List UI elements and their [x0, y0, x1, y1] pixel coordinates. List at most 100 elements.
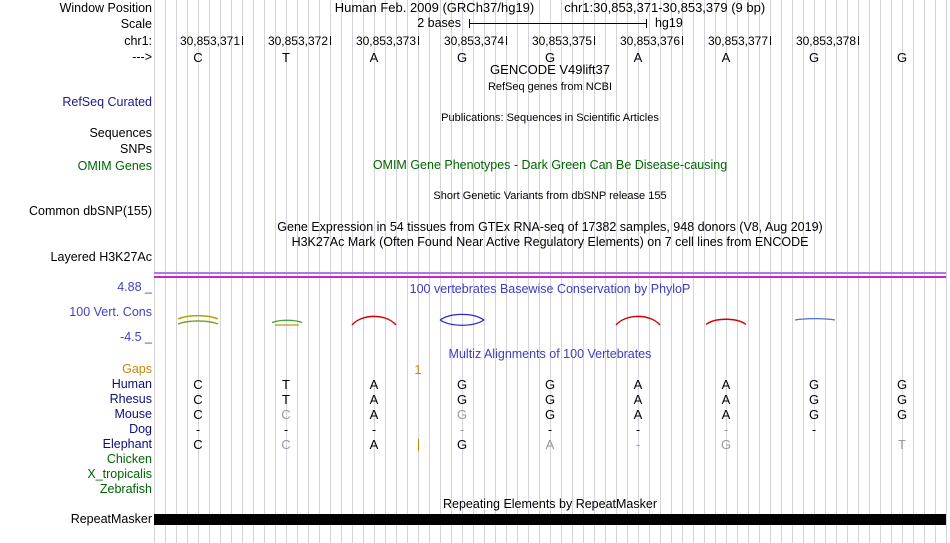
track-title-repeatmasker[interactable]: Repeating Elements by RepeatMasker: [442, 497, 657, 511]
phylop-wiggle-1a: [177, 314, 219, 320]
reference-base: G: [456, 50, 468, 65]
scale-bar: [468, 19, 647, 28]
aligned-base: C: [281, 437, 291, 452]
window-position-header: Human Feb. 2009 (GRCh37/hg19) chr1:30,85…: [154, 1, 946, 14]
track-label-refseq_curated[interactable]: RefSeq Curated: [62, 95, 152, 109]
coordinate-tick: [858, 36, 859, 45]
aligned-base: G: [896, 407, 908, 422]
aligned-base: -: [195, 422, 201, 437]
track-label-dog[interactable]: Dog: [129, 422, 152, 436]
aligned-base: A: [633, 377, 643, 392]
track-label-cons_max[interactable]: 4.88 _: [117, 280, 152, 294]
phylop-wiggle-3: [351, 315, 397, 326]
phylop-wiggle-6: [705, 318, 747, 326]
aligned-base: T: [282, 377, 290, 392]
aligned-base: -: [371, 422, 377, 437]
aligned-base: -: [723, 422, 729, 437]
aligned-base: A: [633, 392, 643, 407]
track-label-x_tropicalis[interactable]: X_tropicalis: [87, 467, 152, 481]
reference-base: A: [633, 50, 643, 65]
track-label-cons_min[interactable]: -4.5 _: [120, 330, 152, 344]
aligned-base: G: [544, 377, 556, 392]
reference-base: G: [808, 50, 820, 65]
track-title-h3k27ac[interactable]: H3K27Ac Mark (Often Found Near Active Re…: [291, 235, 809, 249]
track-title-phylop[interactable]: 100 vertebrates Basewise Conservation by…: [409, 282, 691, 296]
track-title-omim[interactable]: OMIM Gene Phenotypes - Dark Green Can Be…: [372, 158, 728, 172]
track-label-snps[interactable]: SNPs: [120, 142, 152, 156]
track-title-multiz[interactable]: Multiz Alignments of 100 Vertebrates: [448, 347, 652, 361]
coordinate-tick: [418, 36, 419, 45]
aligned-base: A: [369, 437, 379, 452]
aligned-base: A: [721, 407, 731, 422]
aligned-base: T: [282, 392, 290, 407]
track-subtitle-refseq[interactable]: RefSeq genes from NCBI: [487, 81, 613, 93]
aligned-base: A: [369, 407, 379, 422]
aligned-base: A: [633, 407, 643, 422]
track-label-cons_label[interactable]: 100 Vert. Cons: [69, 305, 152, 319]
aligned-base: C: [193, 407, 203, 422]
reference-base: A: [369, 50, 379, 65]
reference-base: G: [896, 50, 908, 65]
aligned-base: G: [896, 377, 908, 392]
aligned-base: C: [193, 437, 203, 452]
coordinate-label[interactable]: 30,853,373: [355, 34, 416, 48]
coordinate-label[interactable]: 30,853,374: [443, 34, 504, 48]
aligned-base: G: [456, 377, 468, 392]
aligned-base: G: [808, 392, 820, 407]
coordinate-tick: [330, 36, 331, 45]
coordinate-tick: [682, 36, 683, 45]
aligned-base: A: [369, 377, 379, 392]
aligned-base: -: [547, 422, 553, 437]
track-label-elephant[interactable]: Elephant: [102, 437, 152, 451]
track-label-window_position[interactable]: Window Position: [59, 1, 152, 15]
aligned-base: A: [721, 392, 731, 407]
repeatmasker-track-bar[interactable]: [154, 514, 946, 525]
track-label-rhesus[interactable]: Rhesus: [109, 392, 152, 406]
track-label-strand[interactable]: --->: [132, 50, 152, 64]
aligned-base: A: [369, 392, 379, 407]
aligned-base: C: [193, 377, 203, 392]
aligned-base: -: [283, 422, 289, 437]
h3k27ac-signal-violet[interactable]: [154, 272, 946, 274]
phylop-conservation-track[interactable]: [154, 304, 946, 340]
coordinate-label[interactable]: 30,853,376: [619, 34, 680, 48]
aligned-base: -: [635, 422, 641, 437]
track-label-scale[interactable]: Scale: [120, 17, 152, 31]
coordinate-label[interactable]: 30,853,371: [179, 34, 240, 48]
reference-base: G: [544, 50, 556, 65]
coordinate-label[interactable]: 30,853,372: [267, 34, 328, 48]
aligned-base: G: [456, 392, 468, 407]
aligned-base: -: [459, 422, 465, 437]
insertion-marker: [418, 439, 419, 451]
track-label-repeatmasker[interactable]: RepeatMasker: [70, 512, 152, 526]
track-title-dbsnp[interactable]: Short Genetic Variants from dbSNP releas…: [433, 190, 667, 202]
track-title-publications[interactable]: Publications: Sequences in Scientific Ar…: [441, 112, 659, 124]
track-label-zebrafish[interactable]: Zebrafish: [99, 482, 152, 496]
base-position-gridlines: [154, 0, 947, 543]
h3k27ac-signal-magenta[interactable]: [154, 276, 946, 278]
phylop-wiggle-4b: [439, 319, 485, 326]
track-label-mouse[interactable]: Mouse: [114, 407, 152, 421]
aligned-base: A: [721, 377, 731, 392]
track-label-chrom[interactable]: chr1:: [124, 34, 152, 48]
track-label-common_dbsnp[interactable]: Common dbSNP(155): [29, 204, 152, 218]
assembly-name: Human Feb. 2009 (GRCh37/hg19): [334, 0, 535, 15]
track-label-chicken[interactable]: Chicken: [106, 452, 152, 466]
coordinate-label[interactable]: 30,853,375: [531, 34, 592, 48]
reference-base: C: [193, 50, 203, 65]
aligned-base: C: [281, 407, 291, 422]
coordinate-tick: [770, 36, 771, 45]
track-label-omim_genes[interactable]: OMIM Genes: [77, 159, 152, 173]
track-label-sequences[interactable]: Sequences: [89, 126, 152, 140]
track-title-gtex[interactable]: Gene Expression in 54 tissues from GTEx …: [277, 220, 823, 234]
track-label-layered_h3k27ac[interactable]: Layered H3K27Ac: [50, 250, 152, 264]
coordinate-label[interactable]: 30,853,377: [707, 34, 768, 48]
aligned-base: -: [811, 422, 817, 437]
coordinate-label[interactable]: 30,853,378: [795, 34, 856, 48]
aligned-base: T: [898, 437, 906, 452]
coordinate-tick: [594, 36, 595, 45]
track-label-gaps[interactable]: Gaps: [122, 362, 152, 376]
scale-track: 2 bases hg19: [154, 17, 946, 30]
track-title-gencode[interactable]: GENCODE V49lift37: [490, 62, 610, 77]
track-label-human[interactable]: Human: [111, 377, 152, 391]
